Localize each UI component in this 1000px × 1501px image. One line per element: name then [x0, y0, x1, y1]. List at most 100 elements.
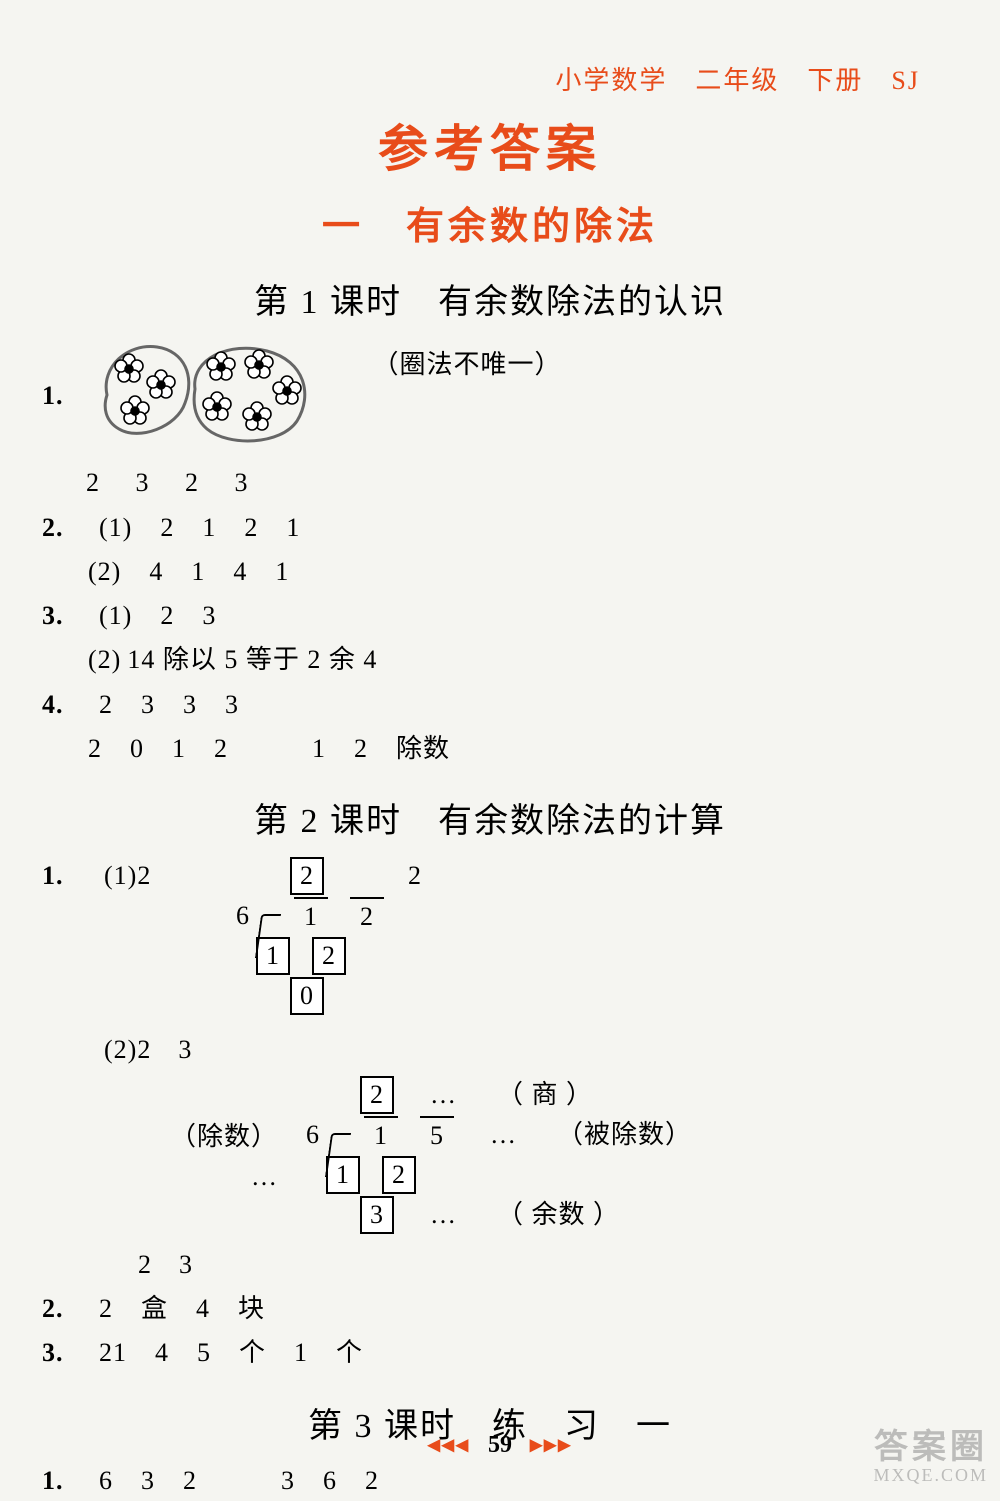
val: 2	[183, 1466, 197, 1495]
val: 3	[141, 1466, 155, 1495]
sub-label: (1)	[99, 513, 132, 542]
val: 个	[336, 1338, 363, 1367]
val: 个	[239, 1338, 266, 1367]
q-label: 2.	[42, 513, 64, 542]
rem-box: 3	[360, 1196, 394, 1234]
l2-q2: 2. 2盒4块	[30, 1289, 950, 1329]
l1-q3-row2: (2)14 除以 5 等于 2 余 4	[30, 640, 950, 680]
val: 2	[99, 690, 113, 719]
sub-label: (1)2	[104, 856, 174, 896]
l1-q2-row2: (2)4141	[30, 552, 950, 592]
dividend-label: （被除数）	[557, 1115, 692, 1155]
watermark-line2: MXQE.COM	[873, 1466, 988, 1485]
val: 2	[365, 1466, 379, 1495]
q-label: 3.	[42, 601, 64, 630]
q-label: 2.	[42, 1294, 64, 1323]
sub-label: (1)	[99, 601, 132, 630]
lesson-2-title: 第 2 课时 有余数除法的计算	[30, 793, 950, 842]
val: 2	[99, 1294, 113, 1323]
val: 2	[86, 468, 100, 497]
lesson-1-title: 第 1 课时 有余数除法的认识	[30, 274, 950, 323]
l1-q4-row1: 4. 2333	[30, 685, 950, 725]
val: 2	[398, 857, 432, 895]
footer: ◂◂◂ 59 ▸▸▸	[0, 1430, 1000, 1459]
sub-label: (2)	[88, 557, 121, 586]
val: 2	[185, 468, 199, 497]
l1-q2-row1: 2. (1)2121	[30, 508, 950, 548]
val: 1	[172, 734, 186, 763]
divisor-label: （除数）	[170, 1122, 278, 1151]
val: 3	[202, 601, 216, 630]
dividend-digit: 5	[420, 1116, 454, 1154]
watermark: 答案圈 MXQE.COM	[873, 1430, 988, 1485]
val: 14 除以 5 等于 2 余 4	[127, 645, 377, 674]
val: 1	[191, 557, 205, 586]
l1-q1: 1.	[30, 337, 950, 459]
l2-q1-p2-diagram: （除数） … 2 … （ 商 ） 6 1 5 … （被除数） 1 2 3	[30, 1075, 950, 1235]
val: 3	[225, 690, 239, 719]
q1-note: （圈法不唯一）	[373, 345, 562, 385]
val: 6	[99, 1466, 113, 1495]
dividend-digit: 2	[350, 897, 384, 935]
val: 2	[244, 513, 258, 542]
val: 2	[160, 601, 174, 630]
main-title: 参考答案	[30, 109, 950, 181]
dividend-digit: 1	[364, 1116, 398, 1154]
chapter-title: 一 有余数的除法	[30, 195, 950, 250]
val: 块	[238, 1294, 265, 1323]
quotient-label: （ 商 ）	[497, 1075, 593, 1115]
val: 除数	[396, 734, 450, 763]
val: 1	[286, 513, 300, 542]
divisor: 6	[236, 896, 250, 936]
val: 3	[235, 468, 249, 497]
l1-q4-row2: 201212除数	[30, 729, 950, 769]
dots-icon: …	[430, 1075, 457, 1115]
val: 5	[197, 1338, 211, 1367]
watermark-line1: 答案圈	[873, 1430, 988, 1466]
val: 4	[233, 557, 247, 586]
val: 3	[141, 690, 155, 719]
sub-label: (2)2 3	[104, 1030, 194, 1070]
val: 4	[149, 557, 163, 586]
l2-q1-p1: 1. (1)2 2 2 6 1 2 1 2 0	[30, 856, 950, 1016]
val: 1	[202, 513, 216, 542]
val: 2	[214, 734, 228, 763]
sub-label: (2)	[88, 645, 121, 674]
q-label: 1.	[42, 856, 82, 896]
q-label: 1.	[42, 1466, 64, 1495]
dots-icon: …	[430, 1195, 457, 1235]
q-label: 4.	[42, 690, 64, 719]
val: 3	[183, 690, 197, 719]
quotient-box: 2	[360, 1076, 394, 1114]
header-right: 小学数学 二年级 下册 SJ	[30, 60, 950, 97]
remainder-label: （ 余数 ）	[497, 1195, 620, 1235]
long-division-1: 2 2 6 1 2 1 2 0	[236, 856, 454, 1016]
l1-q3-row1: 3. (1) 23	[30, 596, 950, 636]
val: 4	[196, 1294, 210, 1323]
val: 1	[294, 1338, 308, 1367]
val: 2	[160, 513, 174, 542]
val: 2 3	[138, 1250, 193, 1279]
page-number: 59	[488, 1432, 512, 1458]
l2-q1-tail: 2 3	[30, 1245, 950, 1285]
val: 1	[312, 734, 326, 763]
dividend-digit: 1	[294, 897, 328, 935]
page: 小学数学 二年级 下册 SJ 参考答案 一 有余数的除法 第 1 课时 有余数除…	[0, 0, 1000, 1495]
val: 4	[155, 1338, 169, 1367]
triangle-left-icon: ◂◂◂	[428, 1432, 470, 1458]
l2-q1-p2: (2)2 3	[30, 1030, 950, 1070]
q-label: 3.	[42, 1338, 64, 1367]
dots-icon: …	[251, 1162, 278, 1191]
val: 2	[354, 734, 368, 763]
val: 3	[281, 1466, 295, 1495]
dots-icon: …	[490, 1115, 517, 1155]
val: 1	[275, 557, 289, 586]
flower-groups-icon	[99, 337, 319, 459]
sub-box: 2	[312, 937, 346, 975]
sub-box: 2	[382, 1156, 416, 1194]
val: 6	[323, 1466, 337, 1495]
val: 盒	[141, 1294, 168, 1323]
l2-q3: 3. 2145个1个	[30, 1333, 950, 1373]
triangle-right-icon: ▸▸▸	[530, 1432, 572, 1458]
q-label: 1.	[42, 381, 64, 410]
